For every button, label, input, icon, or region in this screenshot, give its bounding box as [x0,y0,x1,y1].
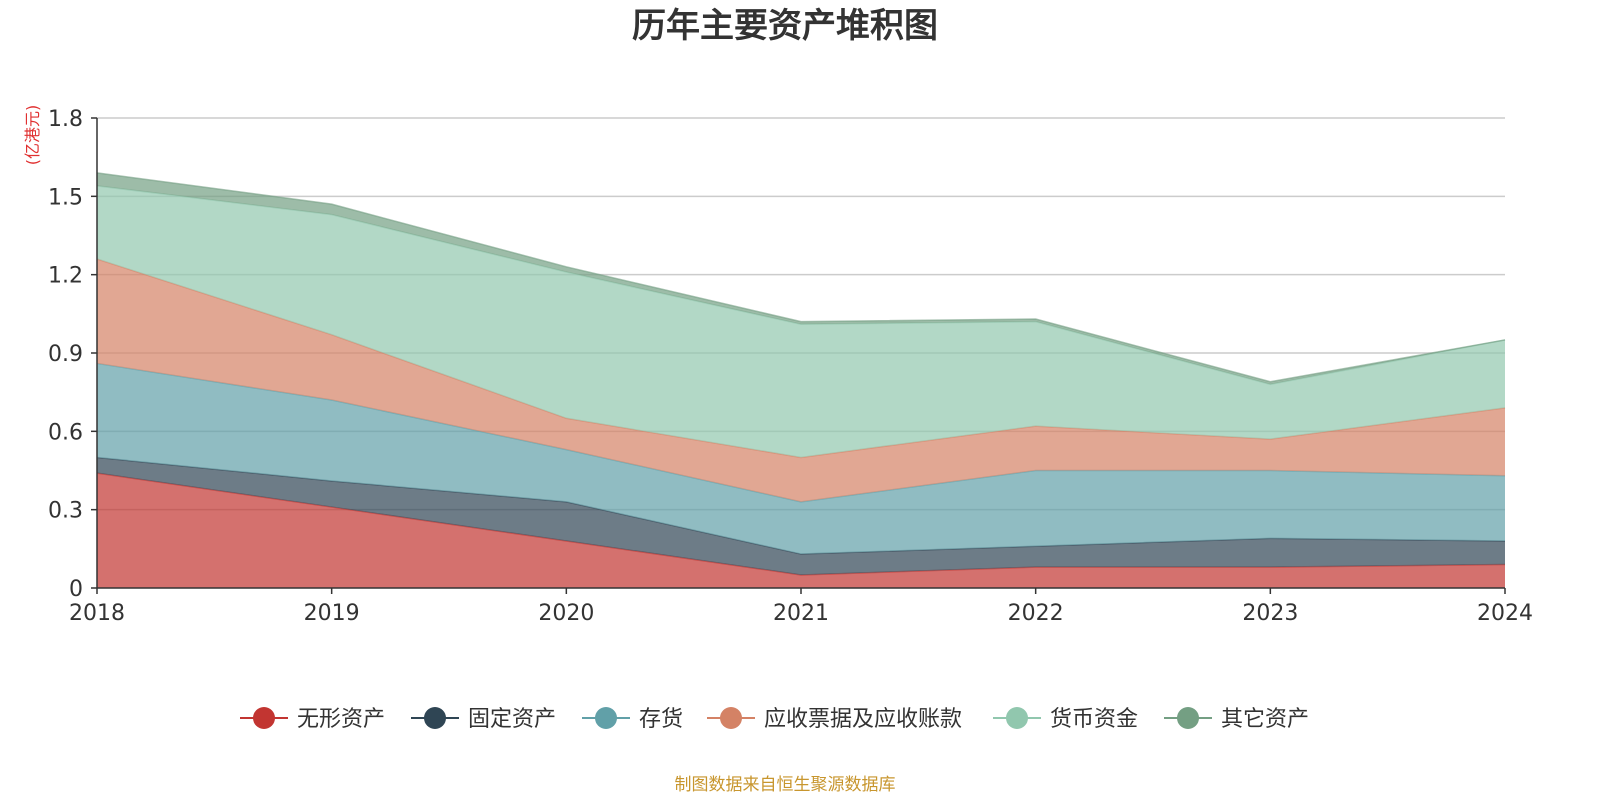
legend-item-5[interactable]: 货币资金 [993,707,1138,732]
x-tick-label: 2019 [304,601,360,626]
x-tick-label: 2020 [538,601,594,626]
y-tick-label: 1.2 [48,264,83,289]
legend-item-4[interactable]: 应收票据及应收账款 [707,707,962,732]
x-tick-label: 2021 [773,601,829,626]
legend-marker-icon [595,707,617,729]
data-source-note: 制图数据来自恒生聚源数据库 [675,775,896,795]
x-tick-label: 2018 [69,601,125,626]
y-tick-label: 1.5 [48,185,83,210]
legend-marker-icon [424,707,446,729]
chart-title: 历年主要资产堆积图 [632,6,938,46]
legend-label: 无形资产 [297,707,385,732]
area-series-2 [97,457,1505,575]
legend-label: 货币资金 [1050,707,1138,732]
area-series-5 [97,185,1505,458]
x-tick-label: 2024 [1477,601,1533,626]
area-series-6 [97,172,1505,385]
legend-marker-icon [720,707,742,729]
legend-label: 其它资产 [1221,707,1309,732]
x-tick-label: 2022 [1008,601,1064,626]
y-tick-label: 1.8 [48,107,83,132]
legend-label: 固定资产 [468,707,556,732]
area-series-4 [97,259,1505,502]
axes: 0 0.3 0.6 0.9 1.2 1.5 1.8 2018 2019 2020 2021 2022 2… [48,107,1533,626]
area-series-group [96,172,1506,588]
y-tick-label: 0.9 [48,342,83,367]
legend[interactable]: 无形资产 固定资产 存货 应收票据及应收账款 货币资金 其它资产 [240,707,1309,732]
legend-item-3[interactable]: 存货 [582,707,683,732]
area-series-edge-6 [96,172,1506,383]
y-tick-label: 0 [69,577,83,602]
legend-item-2[interactable]: 固定资产 [411,707,556,732]
x-tick-label: 2023 [1242,601,1298,626]
legend-label: 存货 [639,707,683,732]
area-series-1 [97,473,1505,588]
legend-label: 应收票据及应收账款 [764,707,962,732]
legend-item-6[interactable]: 其它资产 [1164,707,1309,732]
y-axis-unit: (亿港元) [23,105,42,166]
y-tick-label: 0.6 [48,420,83,445]
legend-marker-icon [1177,707,1199,729]
area-series-3 [97,363,1505,555]
y-tick-label: 0.3 [48,499,83,524]
legend-marker-icon [253,707,275,729]
legend-item-1[interactable]: 无形资产 [240,707,385,732]
legend-marker-icon [1006,707,1028,729]
